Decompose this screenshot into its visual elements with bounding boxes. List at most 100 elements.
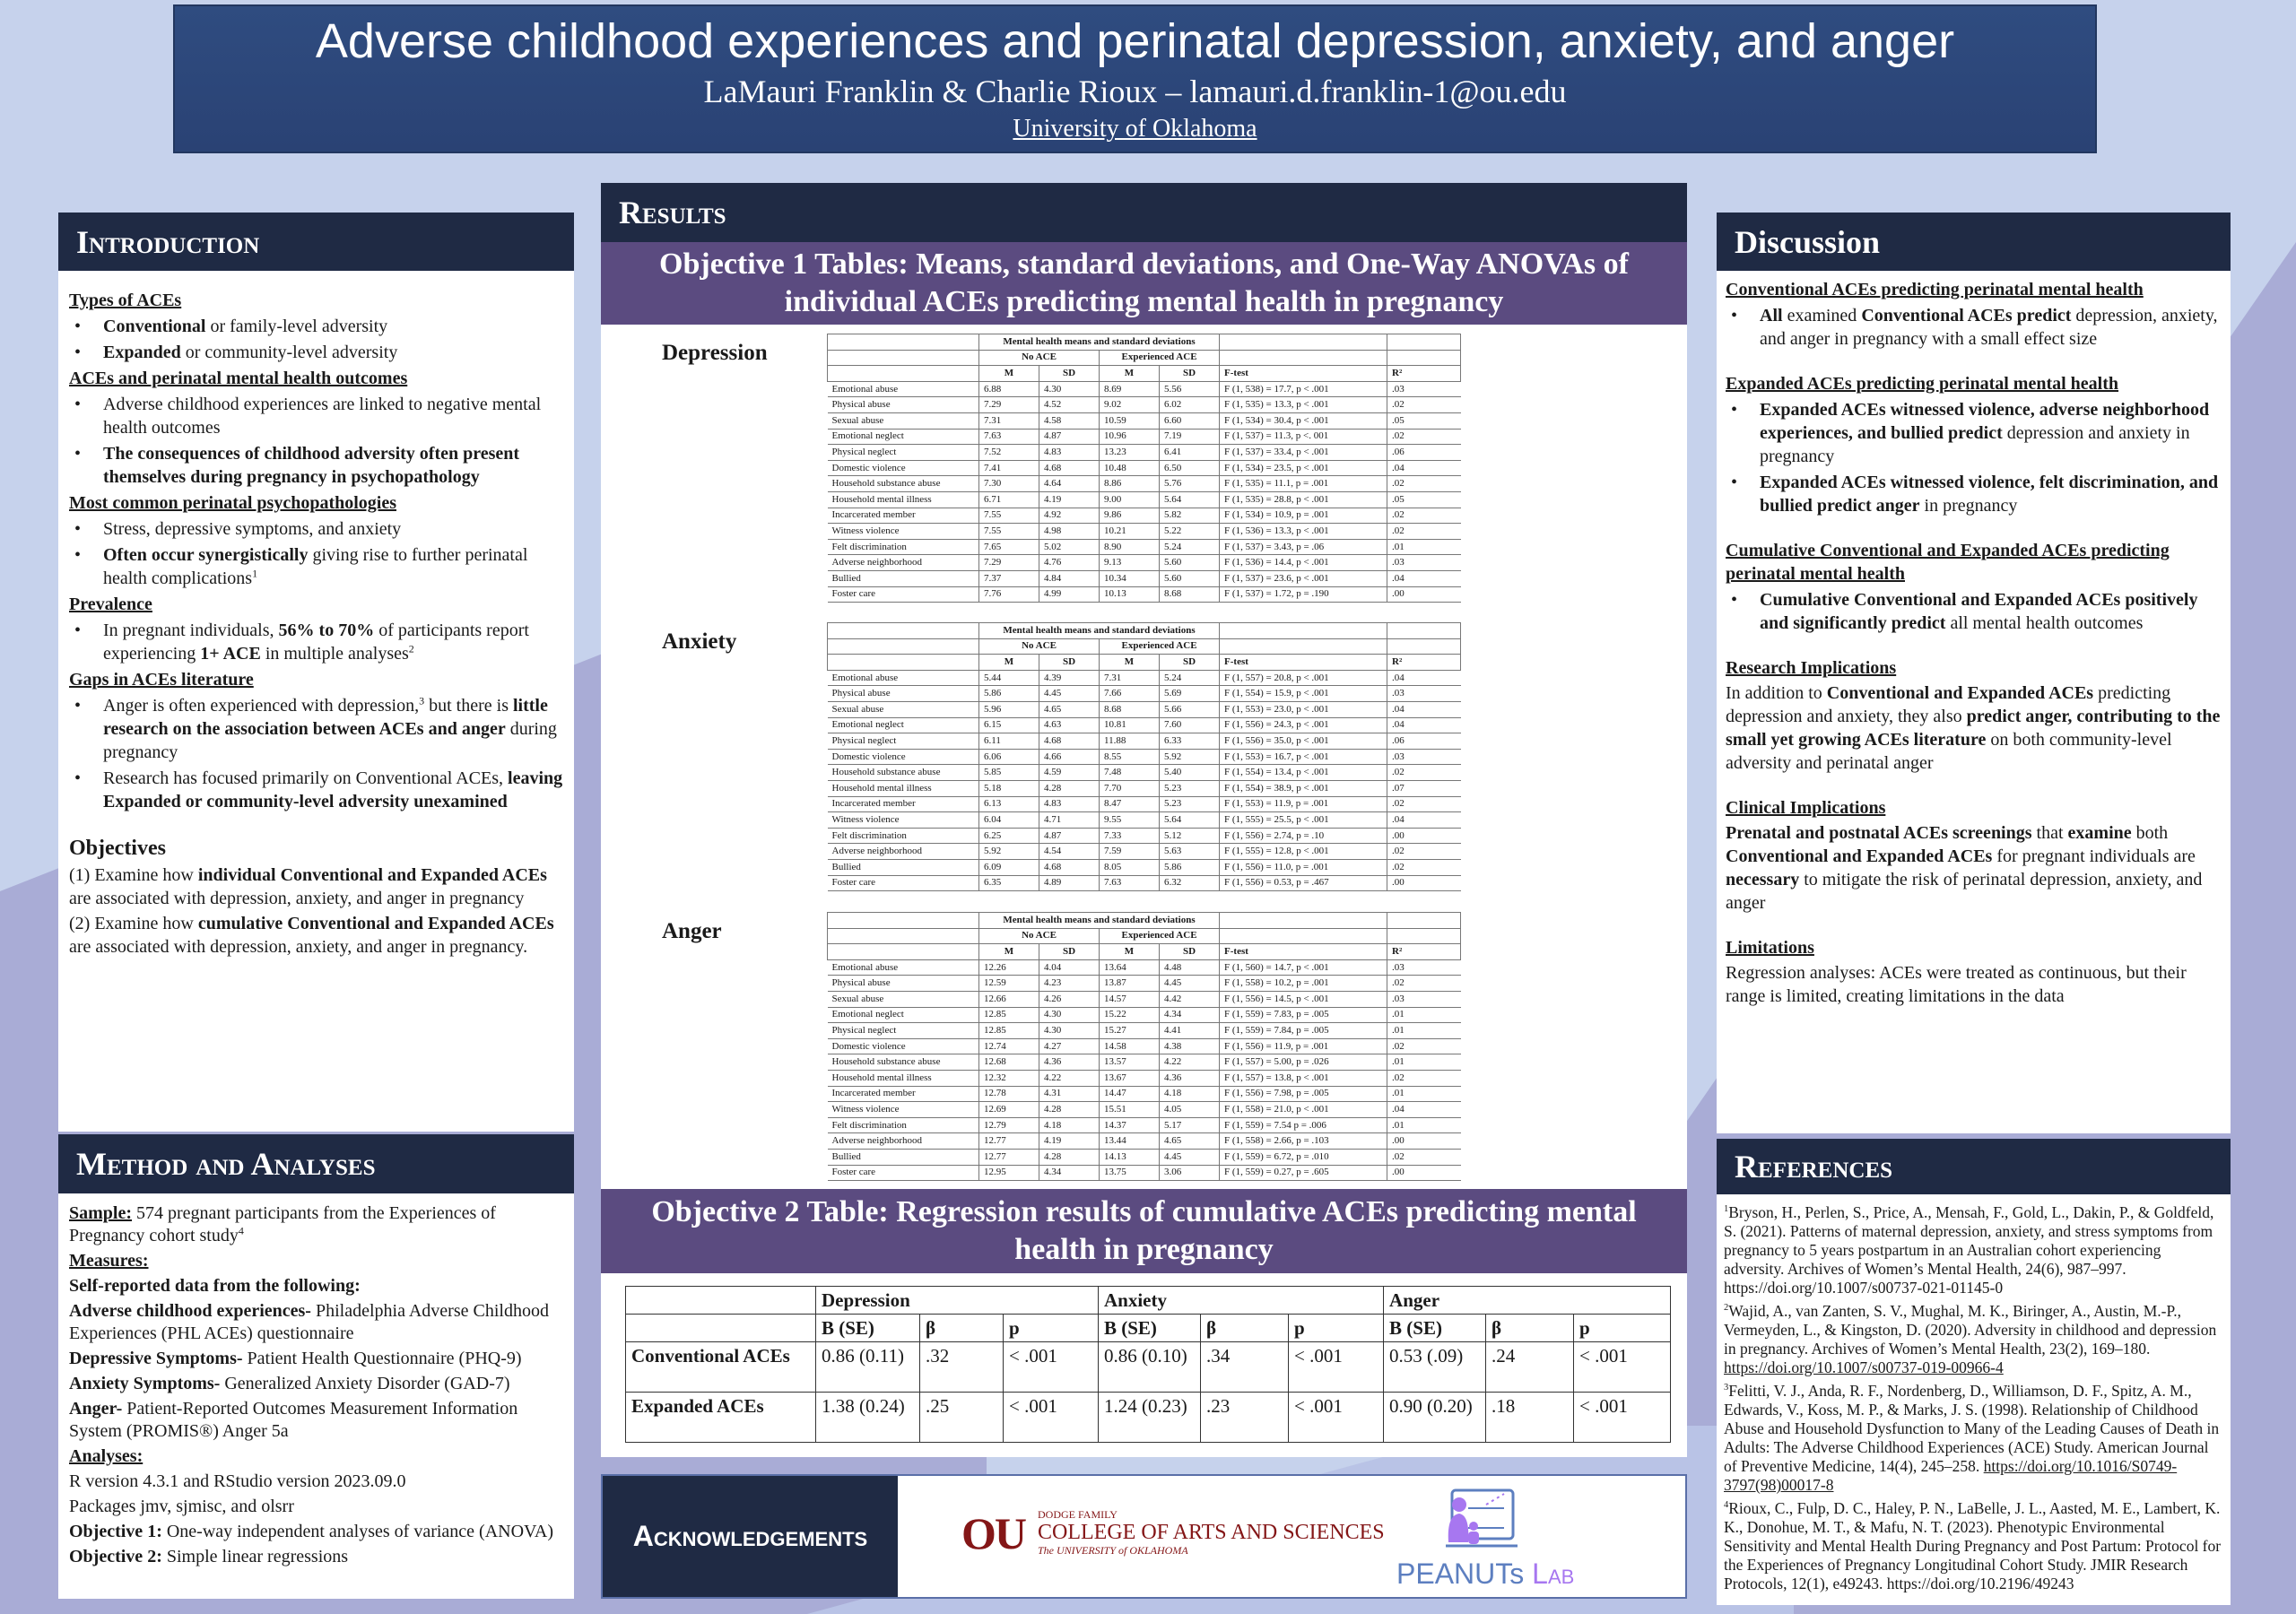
table-cell: 7.63 (978, 428, 1039, 446)
row-label: Felt discrimination (827, 538, 979, 556)
superscript: 2 (1724, 1303, 1729, 1314)
table-cell: 4.31 (1039, 1085, 1100, 1103)
table-cell: .02 (1387, 1148, 1461, 1166)
paragraph: 2Wajid, A., van Zanten, S. V., Mughal, M… (1724, 1302, 2223, 1377)
table-cell: F (1, 553) = 11.9, p = .001 (1219, 795, 1387, 813)
objectives-heading: Objectives (69, 837, 166, 860)
text-run: individual Conventional and Expanded ACE… (197, 865, 547, 885)
text-run: Research Implications (1726, 658, 1897, 678)
table-cell: 4.30 (1039, 1022, 1100, 1039)
table-cell: .02 (1387, 843, 1461, 860)
paragraph: Self-reported data from the following: (69, 1275, 563, 1297)
table-cell: F (1, 554) = 15.9, p < .001 (1219, 685, 1387, 702)
table-cell: F (1, 553) = 16.7, p < .001 (1219, 748, 1387, 766)
table-cell: 7.31 (978, 412, 1039, 430)
table-cell: 14.37 (1099, 1116, 1160, 1134)
paragraph: 1Bryson, H., Perlen, S., Price, A., Mens… (1724, 1203, 2223, 1297)
subcolumn-header: p (1003, 1314, 1099, 1342)
column-header: M (1099, 365, 1160, 382)
bullet-item: Cumulative Conventional and Expanded ACE… (1726, 588, 2222, 635)
table-cell: 5.96 (978, 700, 1039, 718)
table-cell: 4.19 (1039, 1132, 1100, 1150)
table-cell: 5.60 (1158, 569, 1220, 587)
references-content: 1Bryson, H., Perlen, S., Price, A., Mens… (1724, 1203, 2223, 1593)
subheading: Research Implications (1726, 656, 2222, 680)
table-cell: 6.11 (978, 733, 1039, 750)
empty-cell (827, 927, 979, 945)
table-cell: 5.18 (978, 779, 1039, 797)
text-run: Philadelphia Adverse Childhood Experienc… (69, 1301, 549, 1343)
table-cell: F (1, 556) = 11.0, p = .001 (1219, 858, 1387, 876)
row-label: Witness violence (827, 811, 979, 829)
text-run: depression and anxiety in pregnancy (1760, 423, 2190, 466)
table-cell: F (1, 556) = 0.53, p = .467 (1219, 874, 1387, 892)
table-cell: 8.90 (1099, 538, 1160, 556)
text-run: Measures: (69, 1251, 149, 1271)
table-cell: 13.44 (1099, 1132, 1160, 1150)
text-run: Cumulative Conventional and Expanded ACE… (1726, 541, 2170, 584)
paragraph: 4Rioux, C., Fulp, D. C., Haley, P. N., L… (1724, 1499, 2223, 1593)
table-cell: 7.29 (978, 396, 1039, 413)
empty-cell (1387, 622, 1462, 639)
text-run: in pregnancy (1919, 496, 2018, 516)
table-cell: 5.63 (1158, 843, 1220, 860)
table-cell: 6.32 (1158, 874, 1220, 892)
paragraph: (2) Examine how cumulative Conventional … (69, 912, 563, 959)
table-cell: 12.66 (978, 990, 1039, 1008)
row-label: Physical neglect (827, 733, 979, 750)
paragraph: Packages jmv, sjmisc, and olsrr (69, 1496, 563, 1518)
introduction-content: Types of ACEs Conventional or family-leve… (69, 289, 563, 813)
table-cell: 4.58 (1039, 412, 1100, 430)
text-run: Anxiety Symptoms- (69, 1374, 221, 1393)
empty-cell (827, 349, 979, 367)
table-cell: .02 (1387, 795, 1461, 813)
references-section: 1Bryson, H., Perlen, S., Price, A., Mens… (1717, 1194, 2231, 1605)
table-cell: 6.09 (978, 858, 1039, 876)
table-cell: 10.13 (1099, 586, 1160, 603)
table-cell: F (1, 534) = 23.5, p < .001 (1219, 459, 1387, 477)
table-cell: 5.86 (978, 685, 1039, 702)
table-cell: F (1, 556) = 24.3, p < .001 (1219, 716, 1387, 734)
row-label: Emotional neglect (827, 716, 979, 734)
empty-cell (1219, 912, 1388, 929)
table-cell: 7.76 (978, 586, 1039, 603)
table-row: Physical abuse 12.59 4.23 13.87 4.45 F (1, 55… (827, 975, 1461, 992)
row-label: Emotional neglect (827, 428, 979, 446)
table-row: Conventional ACEs 0.86 (0.11) .32 < .001 0.8… (625, 1341, 1672, 1393)
empty-cell (827, 638, 979, 655)
group-experienced-ace: Experienced ACE (1098, 349, 1221, 367)
table-cell: 7.65 (978, 538, 1039, 556)
column-header: SD (1158, 654, 1221, 671)
table-cell: 6.50 (1158, 459, 1220, 477)
table-cell: 4.23 (1039, 975, 1100, 992)
subcolumn-header: β (919, 1314, 1004, 1342)
table-cell: 4.27 (1039, 1037, 1100, 1055)
row-label: Foster care (827, 1164, 979, 1182)
table-cell: 4.98 (1039, 523, 1100, 540)
table-cell: 5.56 (1158, 380, 1220, 398)
table-row: Incarcerated member 12.78 4.31 14.47 4.18 F (… (827, 1085, 1461, 1103)
table-cell: 4.99 (1039, 586, 1100, 603)
text-run: Packages jmv, sjmisc, and olsrr (69, 1497, 294, 1516)
table-cell: 9.00 (1099, 490, 1160, 508)
table-cell: 9.02 (1099, 396, 1160, 413)
text-run: 56% to 70% (278, 620, 375, 640)
table-cell: .00 (1387, 1164, 1461, 1182)
text-run: or family-level adversity (205, 317, 388, 336)
table-cell: F (1, 535) = 11.1, p = .001 (1219, 475, 1387, 492)
references-header: References (1717, 1139, 2231, 1194)
text-run: Research has focused primarily on Conven… (103, 768, 509, 788)
table-cell: 4.48 (1158, 959, 1220, 976)
text-run: Expanded ACEs witnessed violence, advers… (1760, 400, 2210, 443)
ou-logo-line2: COLLEGE OF ARTS AND SCIENCES (1038, 1521, 1385, 1544)
table-cell: 13.57 (1099, 1054, 1160, 1071)
row-label: Sexual abuse (827, 412, 979, 430)
objective2-title: Objective 2 Table: Regression results of… (601, 1189, 1687, 1273)
paragraph: Depressive Symptoms- Patient Health Ques… (69, 1348, 563, 1370)
table-cell: < .001 (1573, 1392, 1672, 1443)
empty-cell (1219, 334, 1388, 351)
empty-cell (827, 654, 979, 671)
table-cell: .04 (1387, 569, 1461, 587)
text-run: Expanded ACEs predicting perinatal menta… (1726, 374, 2119, 394)
table-cell: 4.28 (1039, 1101, 1100, 1118)
